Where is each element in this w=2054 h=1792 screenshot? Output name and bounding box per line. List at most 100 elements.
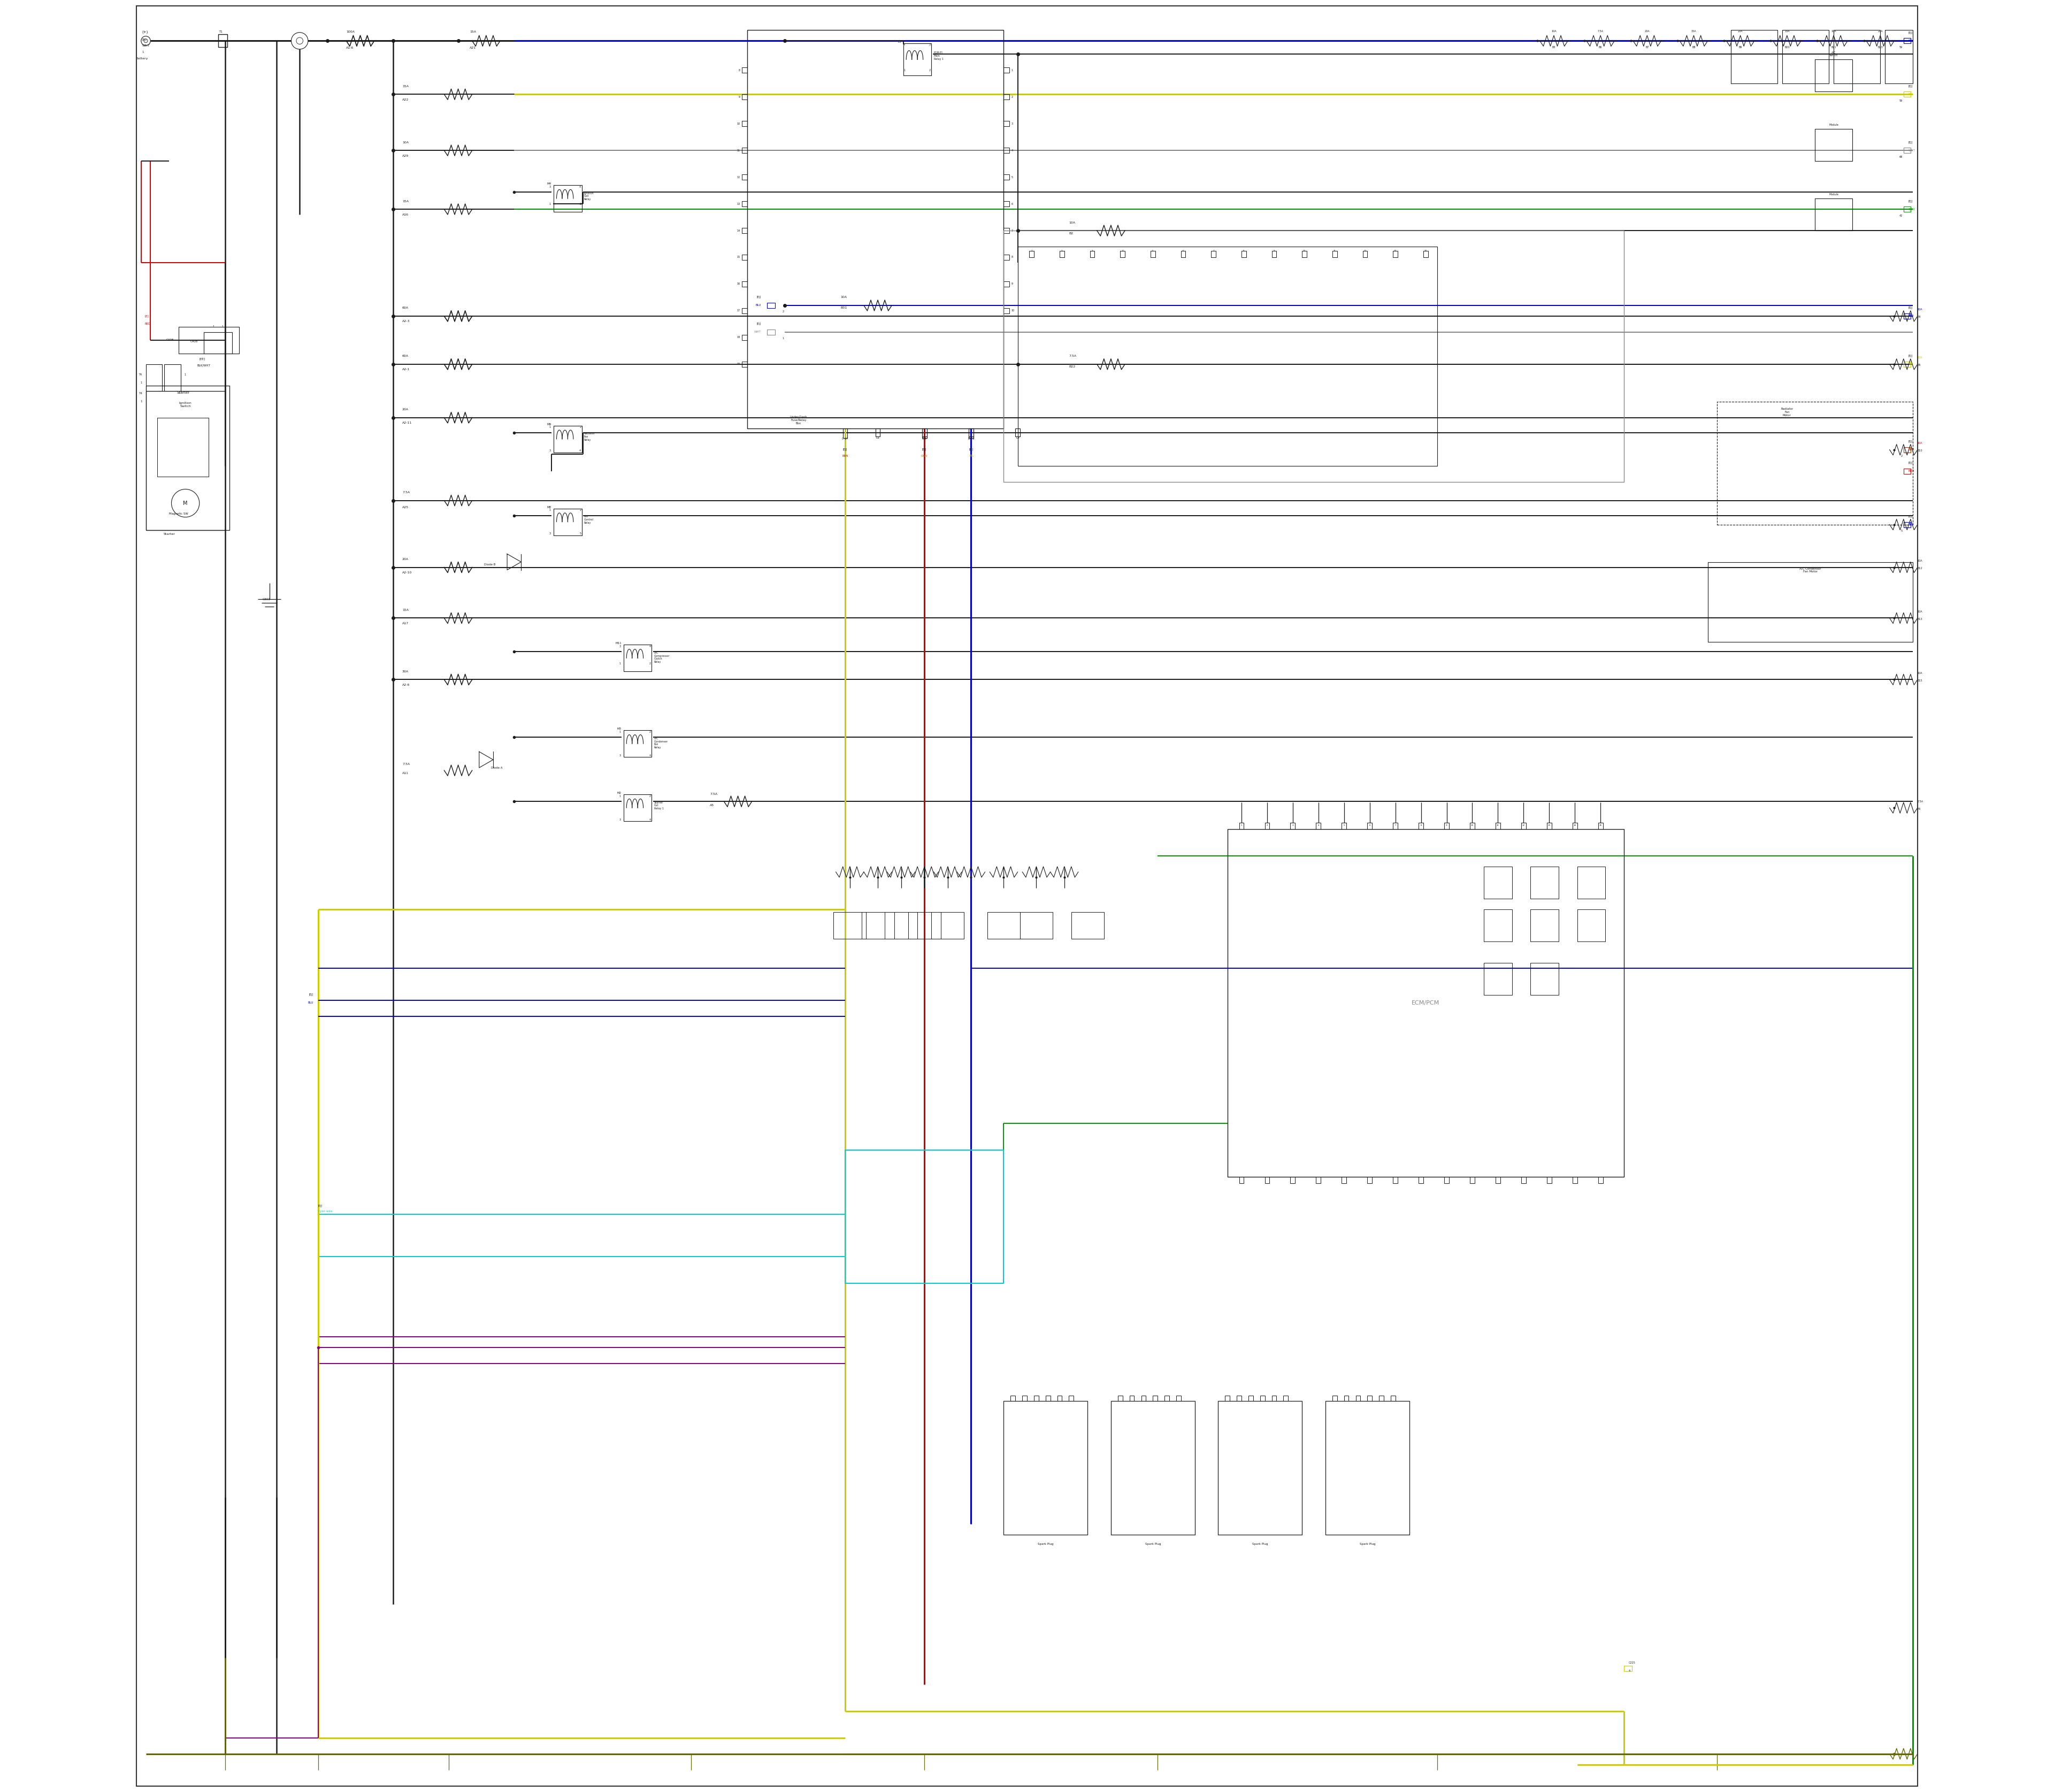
Bar: [766, 330, 774, 335]
Text: D2: D2: [922, 437, 926, 439]
Bar: [1004, 228, 1009, 233]
Bar: [1290, 1177, 1296, 1183]
Bar: [1152, 1396, 1158, 1401]
Bar: [1904, 91, 1910, 97]
Bar: [741, 95, 748, 100]
Bar: [741, 68, 748, 73]
Bar: [1368, 823, 1372, 830]
Bar: [1119, 251, 1126, 258]
Bar: [1237, 1396, 1241, 1401]
Bar: [1577, 909, 1604, 941]
Text: Starter: Starter: [177, 391, 189, 394]
Text: BLU: BLU: [308, 1002, 314, 1004]
Text: 7.5A: 7.5A: [1918, 799, 1923, 803]
Text: 10: 10: [1011, 310, 1015, 312]
Text: Spark Plug: Spark Plug: [1253, 1543, 1267, 1545]
Bar: [741, 228, 748, 233]
Text: B3: B3: [1553, 47, 1555, 48]
Text: Spark Plug: Spark Plug: [1037, 1543, 1054, 1545]
Bar: [922, 428, 926, 437]
Bar: [861, 912, 893, 939]
Text: B31: B31: [840, 306, 846, 310]
Bar: [1004, 174, 1009, 179]
Text: B7: B7: [1645, 47, 1649, 48]
Bar: [1530, 867, 1559, 898]
Text: B22: B22: [1068, 366, 1076, 367]
Bar: [1530, 909, 1559, 941]
Bar: [1023, 1396, 1027, 1401]
Bar: [1111, 1401, 1195, 1534]
Bar: [146, 364, 162, 391]
Text: A2-1: A2-1: [403, 367, 411, 371]
Text: [E]: [E]: [146, 315, 150, 317]
Text: (+): (+): [142, 30, 148, 34]
Text: BLU: BLU: [1908, 315, 1914, 317]
Bar: [1317, 823, 1321, 830]
Text: RED: RED: [146, 323, 150, 326]
Bar: [1249, 1396, 1253, 1401]
Bar: [988, 912, 1021, 939]
Text: 20A: 20A: [1645, 30, 1649, 32]
Text: C408: C408: [191, 340, 197, 342]
Bar: [1444, 1177, 1448, 1183]
Bar: [766, 303, 774, 308]
Text: BRN: BRN: [1908, 448, 1914, 452]
Bar: [1495, 1177, 1499, 1183]
Bar: [1419, 823, 1423, 830]
Text: Diode B: Diode B: [485, 563, 495, 566]
Bar: [1483, 867, 1512, 898]
Text: 42: 42: [1900, 215, 1902, 217]
Text: 16: 16: [737, 283, 739, 285]
Bar: [1150, 251, 1154, 258]
Circle shape: [296, 38, 304, 45]
Text: 15A: 15A: [470, 30, 477, 32]
Bar: [1547, 1177, 1551, 1183]
Bar: [1029, 251, 1033, 258]
Text: 10A: 10A: [1918, 672, 1923, 674]
Bar: [1130, 1396, 1134, 1401]
Circle shape: [144, 39, 148, 43]
Text: 15A: 15A: [1690, 30, 1697, 32]
Bar: [1259, 1396, 1265, 1401]
Text: 20A: 20A: [403, 557, 409, 561]
Bar: [1271, 1396, 1276, 1401]
Text: 15A: 15A: [403, 609, 409, 611]
Text: A2-10: A2-10: [403, 572, 413, 573]
Text: 11: 11: [1333, 249, 1335, 253]
Bar: [624, 645, 651, 672]
Text: A25: A25: [403, 505, 409, 509]
Text: M11: M11: [614, 642, 622, 645]
Bar: [624, 731, 651, 756]
Bar: [1444, 823, 1448, 830]
Bar: [1834, 30, 1879, 84]
Text: 60A: 60A: [403, 355, 409, 358]
Text: A/C Condensor
Fan Motor: A/C Condensor Fan Motor: [1799, 568, 1822, 573]
Text: 14: 14: [737, 229, 739, 231]
Bar: [1904, 206, 1910, 211]
Bar: [885, 912, 918, 939]
Text: A21: A21: [470, 47, 477, 48]
Bar: [1598, 1177, 1602, 1183]
Bar: [1284, 1396, 1288, 1401]
Bar: [1004, 147, 1009, 152]
Bar: [969, 428, 974, 437]
Text: Spark Plug: Spark Plug: [1360, 1543, 1376, 1545]
Bar: [179, 326, 238, 353]
Text: 14: 14: [1573, 824, 1575, 826]
Bar: [1015, 428, 1021, 435]
Bar: [1483, 909, 1512, 941]
Text: 13: 13: [1549, 824, 1551, 826]
Text: 10A: 10A: [840, 296, 846, 299]
Text: Fan
Control
Relay: Fan Control Relay: [583, 514, 594, 523]
Text: B4: B4: [1918, 315, 1920, 319]
Bar: [844, 1150, 1004, 1283]
Bar: [1239, 823, 1245, 830]
Text: D1: D1: [875, 437, 879, 439]
Text: 15A: 15A: [403, 201, 409, 202]
Bar: [1004, 254, 1009, 260]
Bar: [1423, 251, 1428, 258]
Text: B8: B8: [1692, 47, 1695, 48]
Text: 20A: 20A: [1877, 30, 1884, 32]
Bar: [875, 428, 879, 435]
Text: M: M: [183, 500, 187, 505]
